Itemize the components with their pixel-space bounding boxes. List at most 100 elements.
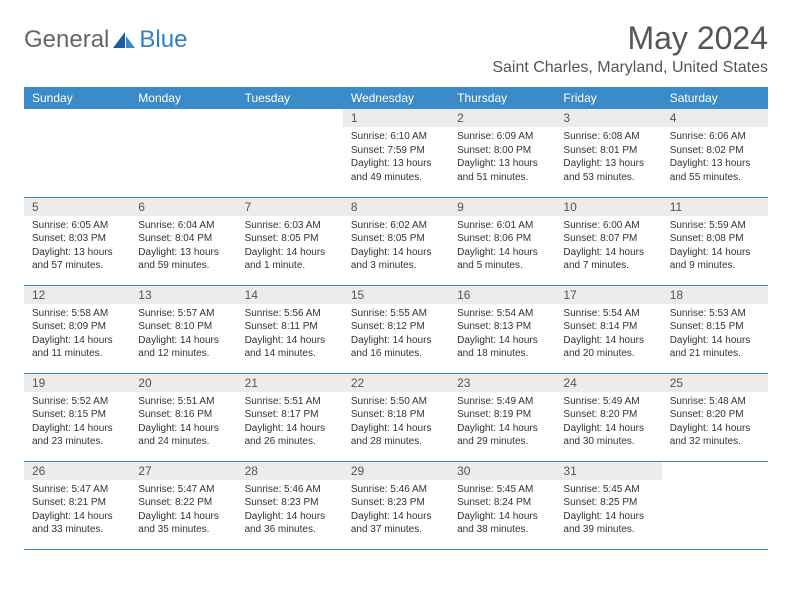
header: General Blue May 2024 Saint Charles, Mar…: [24, 20, 768, 77]
day-details: Sunrise: 5:45 AMSunset: 8:25 PMDaylight:…: [555, 480, 661, 540]
sunset-text: Sunset: 8:00 PM: [457, 144, 547, 158]
day-details: Sunrise: 6:03 AMSunset: 8:05 PMDaylight:…: [237, 216, 343, 276]
daylight-text: Daylight: 14 hours and 28 minutes.: [351, 422, 441, 449]
sunrise-text: Sunrise: 6:00 AM: [563, 219, 653, 233]
day-number: 13: [130, 286, 236, 304]
day-number: 23: [449, 374, 555, 392]
sunrise-text: Sunrise: 5:54 AM: [563, 307, 653, 321]
calendar-cell: 18Sunrise: 5:53 AMSunset: 8:15 PMDayligh…: [662, 285, 768, 373]
sunrise-text: Sunrise: 5:47 AM: [138, 483, 228, 497]
calendar-week: 1Sunrise: 6:10 AMSunset: 7:59 PMDaylight…: [24, 109, 768, 197]
calendar-cell: 30Sunrise: 5:45 AMSunset: 8:24 PMDayligh…: [449, 461, 555, 549]
day-number: 19: [24, 374, 130, 392]
day-details: Sunrise: 6:08 AMSunset: 8:01 PMDaylight:…: [555, 127, 661, 187]
sunrise-text: Sunrise: 5:56 AM: [245, 307, 335, 321]
day-number: 4: [662, 109, 768, 127]
calendar-cell: 7Sunrise: 6:03 AMSunset: 8:05 PMDaylight…: [237, 197, 343, 285]
daylight-text: Daylight: 14 hours and 26 minutes.: [245, 422, 335, 449]
daylight-text: Daylight: 14 hours and 18 minutes.: [457, 334, 547, 361]
brand-part2: Blue: [139, 26, 187, 54]
day-details: Sunrise: 5:47 AMSunset: 8:22 PMDaylight:…: [130, 480, 236, 540]
day-details: Sunrise: 5:53 AMSunset: 8:15 PMDaylight:…: [662, 304, 768, 364]
day-number: 25: [662, 374, 768, 392]
brand-part1: General: [24, 26, 109, 54]
sunset-text: Sunset: 8:08 PM: [670, 232, 760, 246]
day-number: 7: [237, 198, 343, 216]
day-details: Sunrise: 6:05 AMSunset: 8:03 PMDaylight:…: [24, 216, 130, 276]
calendar-week: 12Sunrise: 5:58 AMSunset: 8:09 PMDayligh…: [24, 285, 768, 373]
sunrise-text: Sunrise: 5:48 AM: [670, 395, 760, 409]
daylight-text: Daylight: 14 hours and 11 minutes.: [32, 334, 122, 361]
day-details: Sunrise: 5:46 AMSunset: 8:23 PMDaylight:…: [237, 480, 343, 540]
daylight-text: Daylight: 14 hours and 7 minutes.: [563, 246, 653, 273]
location-text: Saint Charles, Maryland, United States: [492, 59, 768, 77]
calendar-cell: 28Sunrise: 5:46 AMSunset: 8:23 PMDayligh…: [237, 461, 343, 549]
daylight-text: Daylight: 14 hours and 21 minutes.: [670, 334, 760, 361]
day-details: Sunrise: 6:09 AMSunset: 8:00 PMDaylight:…: [449, 127, 555, 187]
day-details: Sunrise: 6:06 AMSunset: 8:02 PMDaylight:…: [662, 127, 768, 187]
sunrise-text: Sunrise: 5:49 AM: [563, 395, 653, 409]
sunset-text: Sunset: 8:21 PM: [32, 496, 122, 510]
daylight-text: Daylight: 14 hours and 30 minutes.: [563, 422, 653, 449]
day-number: 17: [555, 286, 661, 304]
calendar-cell: 17Sunrise: 5:54 AMSunset: 8:14 PMDayligh…: [555, 285, 661, 373]
calendar-cell: 20Sunrise: 5:51 AMSunset: 8:16 PMDayligh…: [130, 373, 236, 461]
sunrise-text: Sunrise: 5:53 AM: [670, 307, 760, 321]
brand-logo: General Blue: [24, 20, 187, 54]
calendar-cell: 27Sunrise: 5:47 AMSunset: 8:22 PMDayligh…: [130, 461, 236, 549]
sunrise-text: Sunrise: 5:50 AM: [351, 395, 441, 409]
calendar-cell: 10Sunrise: 6:00 AMSunset: 8:07 PMDayligh…: [555, 197, 661, 285]
sunrise-text: Sunrise: 5:55 AM: [351, 307, 441, 321]
daylight-text: Daylight: 14 hours and 5 minutes.: [457, 246, 547, 273]
day-details: Sunrise: 5:50 AMSunset: 8:18 PMDaylight:…: [343, 392, 449, 452]
daylight-text: Daylight: 14 hours and 14 minutes.: [245, 334, 335, 361]
day-details: Sunrise: 5:49 AMSunset: 8:19 PMDaylight:…: [449, 392, 555, 452]
day-number: 9: [449, 198, 555, 216]
calendar-cell: [24, 109, 130, 197]
day-details: Sunrise: 5:51 AMSunset: 8:16 PMDaylight:…: [130, 392, 236, 452]
sunset-text: Sunset: 8:25 PM: [563, 496, 653, 510]
calendar-cell: 6Sunrise: 6:04 AMSunset: 8:04 PMDaylight…: [130, 197, 236, 285]
calendar-cell: 4Sunrise: 6:06 AMSunset: 8:02 PMDaylight…: [662, 109, 768, 197]
sunrise-text: Sunrise: 6:08 AM: [563, 130, 653, 144]
sail-icon: [111, 30, 137, 50]
sunset-text: Sunset: 8:22 PM: [138, 496, 228, 510]
col-tuesday: Tuesday: [237, 87, 343, 109]
sunrise-text: Sunrise: 5:45 AM: [457, 483, 547, 497]
daylight-text: Daylight: 13 hours and 59 minutes.: [138, 246, 228, 273]
day-number: 21: [237, 374, 343, 392]
calendar-cell: 21Sunrise: 5:51 AMSunset: 8:17 PMDayligh…: [237, 373, 343, 461]
sunset-text: Sunset: 8:02 PM: [670, 144, 760, 158]
day-number: 15: [343, 286, 449, 304]
day-details: Sunrise: 5:58 AMSunset: 8:09 PMDaylight:…: [24, 304, 130, 364]
calendar-cell: 11Sunrise: 5:59 AMSunset: 8:08 PMDayligh…: [662, 197, 768, 285]
sunrise-text: Sunrise: 5:54 AM: [457, 307, 547, 321]
sunset-text: Sunset: 8:18 PM: [351, 408, 441, 422]
day-number: 29: [343, 462, 449, 480]
sunset-text: Sunset: 8:10 PM: [138, 320, 228, 334]
sunset-text: Sunset: 8:23 PM: [351, 496, 441, 510]
day-details: Sunrise: 5:59 AMSunset: 8:08 PMDaylight:…: [662, 216, 768, 276]
calendar-week: 5Sunrise: 6:05 AMSunset: 8:03 PMDaylight…: [24, 197, 768, 285]
calendar-week: 26Sunrise: 5:47 AMSunset: 8:21 PMDayligh…: [24, 461, 768, 549]
calendar-cell: 25Sunrise: 5:48 AMSunset: 8:20 PMDayligh…: [662, 373, 768, 461]
calendar-cell: 19Sunrise: 5:52 AMSunset: 8:15 PMDayligh…: [24, 373, 130, 461]
daylight-text: Daylight: 14 hours and 16 minutes.: [351, 334, 441, 361]
calendar-cell: 2Sunrise: 6:09 AMSunset: 8:00 PMDaylight…: [449, 109, 555, 197]
calendar-week: 19Sunrise: 5:52 AMSunset: 8:15 PMDayligh…: [24, 373, 768, 461]
daylight-text: Daylight: 14 hours and 37 minutes.: [351, 510, 441, 537]
sunset-text: Sunset: 8:05 PM: [351, 232, 441, 246]
sunset-text: Sunset: 8:23 PM: [245, 496, 335, 510]
month-title: May 2024: [492, 20, 768, 57]
day-number: 6: [130, 198, 236, 216]
daylight-text: Daylight: 13 hours and 53 minutes.: [563, 157, 653, 184]
day-number: 8: [343, 198, 449, 216]
sunrise-text: Sunrise: 5:46 AM: [351, 483, 441, 497]
calendar-cell: 14Sunrise: 5:56 AMSunset: 8:11 PMDayligh…: [237, 285, 343, 373]
sunset-text: Sunset: 8:12 PM: [351, 320, 441, 334]
day-number: 14: [237, 286, 343, 304]
calendar-table: Sunday Monday Tuesday Wednesday Thursday…: [24, 87, 768, 550]
calendar-cell: 9Sunrise: 6:01 AMSunset: 8:06 PMDaylight…: [449, 197, 555, 285]
day-number: 3: [555, 109, 661, 127]
daylight-text: Daylight: 14 hours and 1 minute.: [245, 246, 335, 273]
